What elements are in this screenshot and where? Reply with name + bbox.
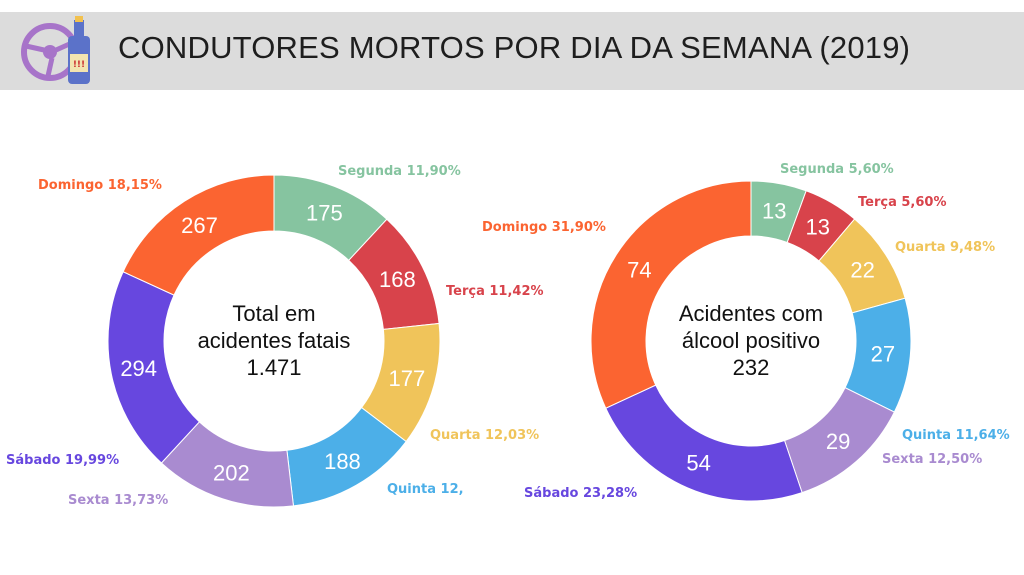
steering-wheel-bottle-icon: !!! — [21, 16, 90, 84]
legend-label-quarta: Quarta 12,03% — [430, 428, 540, 443]
legend-label-segunda: Segunda 5,60% — [780, 162, 894, 177]
legend-label-quinta: Quinta 12, — [387, 482, 464, 497]
slice-value-label: 22 — [850, 258, 874, 283]
donut-slice-domingo — [122, 174, 275, 296]
legend-label-sexta: Sexta 13,73% — [68, 493, 169, 508]
slice-value-label: 188 — [324, 449, 361, 474]
donut-slice-sábado — [605, 384, 803, 502]
center-line: Acidentes com — [678, 301, 824, 326]
legend-label-terca: Terça 11,42% — [446, 284, 544, 299]
slice-value-label: 13 — [762, 199, 786, 224]
page-title: CONDUTORES MORTOS POR DIA DA SEMANA (201… — [118, 30, 911, 65]
center-label-fatal: Total em acidentes fatais 1.471 — [174, 300, 374, 381]
slice-value-label: 168 — [379, 267, 416, 292]
slice-value-label: 177 — [389, 366, 426, 391]
center-total: 232 — [732, 355, 770, 380]
legend-label-terca: Terça 5,60% — [858, 195, 947, 210]
slice-value-label: 175 — [306, 201, 343, 226]
center-line: acidentes fatais — [197, 328, 351, 353]
legend-label-sabado: Sábado 23,28% — [524, 486, 638, 501]
center-label-alcohol: Acidentes com álcool positivo 232 — [651, 300, 851, 381]
header-bar — [0, 12, 1024, 90]
legend-label-domingo: Domingo 18,15% — [38, 178, 162, 193]
legend-label-sexta: Sexta 12,50% — [882, 452, 983, 467]
slice-value-label: 54 — [686, 451, 710, 476]
slice-value-label: 13 — [806, 215, 830, 240]
svg-text:!!!: !!! — [73, 60, 85, 70]
center-total: 1.471 — [246, 355, 302, 380]
slice-value-label: 27 — [871, 342, 895, 367]
legend-label-quinta: Quinta 11,64% — [902, 428, 1010, 443]
legend-label-quarta: Quarta 9,48% — [895, 240, 996, 255]
slice-value-label: 29 — [826, 429, 850, 454]
slice-value-label: 202 — [213, 460, 250, 485]
slice-value-label: 74 — [627, 258, 651, 283]
slice-value-label: 267 — [181, 213, 218, 238]
legend-label-sabado: Sábado 19,99% — [6, 453, 120, 468]
center-line: Total em — [232, 301, 316, 326]
legend-label-segunda: Segunda 11,90% — [338, 164, 461, 179]
legend-label-domingo: Domingo 31,90% — [482, 220, 606, 235]
center-line: álcool positivo — [681, 328, 821, 353]
donut-slice-domingo — [590, 180, 752, 409]
slice-value-label: 294 — [120, 356, 157, 381]
